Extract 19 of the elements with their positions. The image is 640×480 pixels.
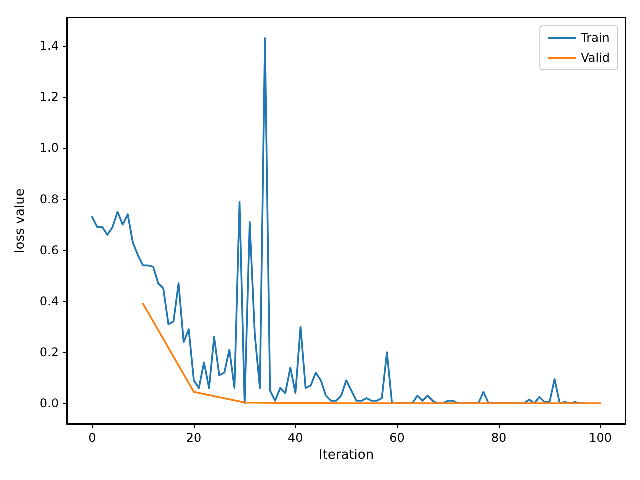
- y-tick-label: 1.2: [40, 90, 59, 104]
- x-axis-title: Iteration: [318, 448, 374, 463]
- y-tick-label: 1.4: [40, 39, 59, 54]
- y-tick-label: 0.8: [40, 192, 59, 206]
- legend-label: Valid: [581, 51, 610, 65]
- line-series: [142, 303, 602, 404]
- x-tick-label: 100: [589, 431, 612, 445]
- y-tick-label: 0.4: [40, 294, 59, 308]
- y-tick-label: 0.2: [40, 346, 59, 360]
- x-tick-label: 20: [186, 431, 202, 445]
- x-tick-label: 0: [88, 431, 96, 445]
- x-tick-label: 80: [491, 431, 507, 445]
- legend-label: Train: [580, 31, 610, 45]
- y-tick-label: 0.0: [40, 396, 59, 411]
- y-tick-label: 1.0: [40, 141, 59, 156]
- y-axis-title: loss value: [13, 188, 28, 254]
- x-tick-label: 60: [390, 431, 405, 445]
- x-tick-label: 40: [288, 431, 304, 445]
- y-tick-label: 0.6: [40, 243, 59, 258]
